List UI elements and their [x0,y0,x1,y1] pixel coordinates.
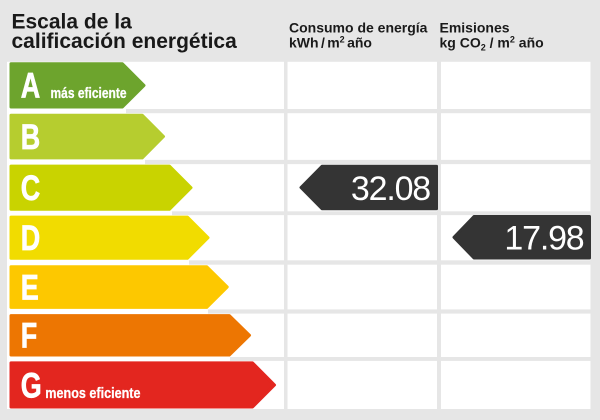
svg-text:32.08: 32.08 [351,170,430,208]
svg-text:17.98: 17.98 [504,219,583,257]
svg-text:B: B [21,118,40,157]
svg-text:F: F [21,316,37,355]
svg-text:kg CO2 / m2 año: kg CO2 / m2 año [440,35,544,53]
svg-text:G: G [21,366,42,405]
svg-text:calificación energética: calificación energética [12,30,238,53]
svg-text:C: C [21,169,40,208]
svg-text:Consumo de energía: Consumo de energía [289,20,428,36]
svg-text:kWh / m2 año: kWh / m2 año [289,35,372,51]
svg-text:D: D [21,219,40,258]
svg-text:más eficiente: más eficiente [51,85,127,102]
svg-text:Emisiones: Emisiones [440,20,510,36]
svg-text:E: E [21,268,39,307]
svg-text:menos eficiente: menos eficiente [45,384,140,401]
svg-text:Escala de la: Escala de la [12,11,133,34]
svg-text:A: A [21,66,40,105]
